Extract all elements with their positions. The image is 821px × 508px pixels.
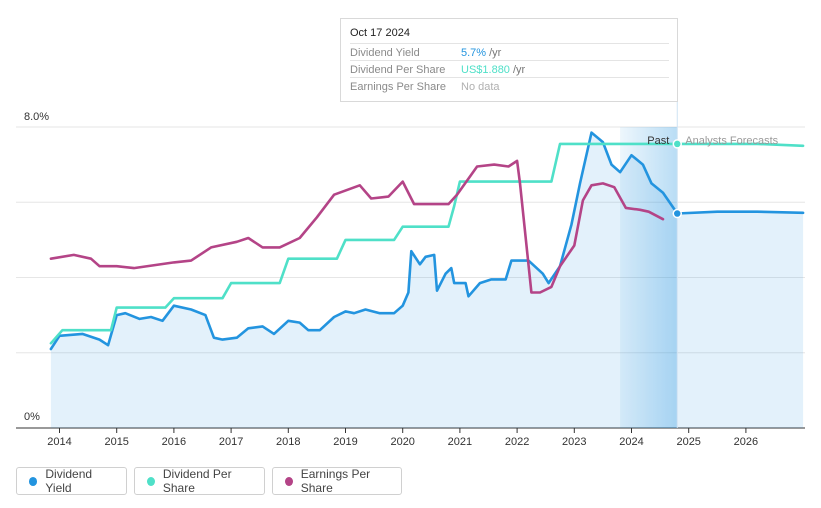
legend-dot-icon — [285, 476, 293, 486]
x-tick-label: 2016 — [162, 436, 186, 448]
x-tick-label: 2019 — [333, 436, 357, 448]
x-tick-label: 2022 — [505, 436, 529, 448]
x-tick-label: 2021 — [448, 436, 472, 448]
legend-dividend-yield[interactable]: Dividend Yield — [16, 467, 127, 495]
tooltip-label: Dividend Per Share — [350, 64, 446, 76]
tooltip-value: No data — [461, 81, 500, 93]
now-markers — [672, 139, 683, 219]
legend-dot-icon — [29, 476, 38, 486]
tooltip-date: Oct 17 2024 — [350, 27, 410, 39]
legend-label: Dividend Per Share — [162, 467, 232, 495]
x-tick-label: 2020 — [390, 436, 414, 448]
legend-dividend-per-share[interactable]: Dividend Per Share — [134, 467, 265, 495]
legend-earnings-per-share[interactable]: Earnings Per Share — [272, 467, 402, 495]
series-lines — [49, 131, 805, 351]
x-tick-label: 2026 — [734, 436, 758, 448]
tooltip-row-dividend-yield: Dividend Yield 5.7%/yr — [350, 43, 669, 61]
tooltip-row-earnings-per-share: Earnings Per Share No data — [350, 77, 669, 95]
series-line-2 — [49, 159, 665, 294]
tooltip-row-dividend-per-share: Dividend Per Share US$1.880/yr — [350, 60, 669, 78]
x-tick-label: 2025 — [676, 436, 700, 448]
y-axis-min-label: 0% — [24, 411, 40, 423]
y-axis-max-label: 8.0% — [24, 111, 49, 123]
series-line-1 — [49, 142, 805, 345]
past-label: Past — [647, 135, 669, 147]
legend-dot-icon — [147, 476, 155, 486]
series-areas — [50, 132, 804, 428]
legend-label: Dividend Yield — [45, 467, 93, 495]
x-tick-label: 2018 — [276, 436, 300, 448]
tooltip-value: 5.7%/yr — [461, 47, 502, 59]
tooltip-label: Dividend Yield — [350, 47, 420, 59]
tooltip-label: Earnings Per Share — [350, 81, 446, 93]
x-tick-label: 2017 — [219, 436, 243, 448]
x-tick-label: 2023 — [562, 436, 586, 448]
tooltip-value: US$1.880/yr — [461, 64, 526, 76]
now-marker-0 — [672, 208, 683, 219]
dividend-chart: Past Analysts Forecasts 8.0% 0% 2014 2015… — [16, 100, 805, 448]
forecast-label: Analysts Forecasts — [685, 135, 778, 147]
now-marker-1 — [672, 139, 683, 149]
x-axis: 2014 2015 2016 2017 2018 2019 2020 2021 2022 2023… — [47, 428, 758, 448]
tooltip: Oct 17 2024 Dividend Yield 5.7%/yr Divid… — [340, 18, 678, 102]
x-tick-label: 2015 — [104, 436, 128, 448]
series-area-0 — [50, 132, 804, 428]
x-tick-label: 2014 — [47, 436, 71, 448]
x-tick-label: 2024 — [619, 436, 643, 448]
legend-label: Earnings Per Share — [300, 467, 371, 495]
series-line-0 — [49, 131, 805, 351]
